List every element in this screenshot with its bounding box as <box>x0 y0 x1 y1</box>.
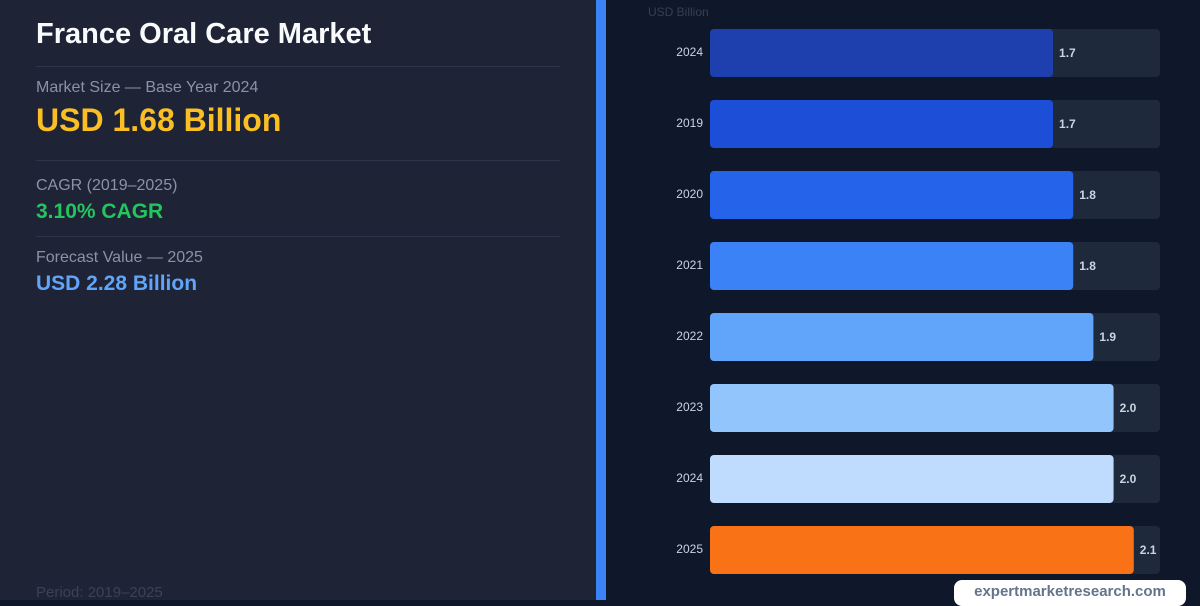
chart: USD Billion 2024 1.7 2019 1.7 2020 1.8 2021 1.8… <box>648 5 1160 574</box>
watermark: expertmarketresearch.com <box>954 580 1186 606</box>
y-tick-label: 2020 <box>676 187 703 201</box>
value-label: 1.9 <box>1099 330 1116 344</box>
value-label: 1.8 <box>1079 188 1096 202</box>
value-label: 1.7 <box>1059 46 1076 60</box>
metric-label: CAGR (2019–2025) <box>36 177 178 194</box>
bar <box>710 242 1074 290</box>
y-tick-label: 2024 <box>676 45 703 59</box>
value-label: 2.1 <box>1140 543 1157 557</box>
bar <box>710 313 1094 361</box>
separator <box>36 236 560 237</box>
metric-label: Market Size — Base Year 2024 <box>36 79 259 96</box>
bar <box>710 29 1054 77</box>
info-panel: France Oral Care Market Market Size — Ba… <box>0 0 596 601</box>
value-label: 2.0 <box>1120 472 1137 486</box>
y-tick-label: 2021 <box>676 258 703 272</box>
bar <box>710 171 1074 219</box>
unit-label: USD Billion <box>648 5 709 19</box>
metric-value: 3.10% CAGR <box>36 200 164 223</box>
value-label: 1.7 <box>1059 117 1076 131</box>
value-label: 2.0 <box>1120 401 1137 415</box>
bar <box>710 455 1114 503</box>
y-tick-label: 2022 <box>676 329 703 343</box>
metric-label: Forecast Value — 2025 <box>36 249 203 266</box>
y-tick-label: 2024 <box>676 471 703 485</box>
footer: Period: 2019–2025 <box>36 584 163 601</box>
bar <box>710 100 1054 148</box>
panel-title: France Oral Care Market <box>36 18 372 50</box>
separator <box>36 66 560 67</box>
y-tick-label: 2025 <box>676 542 703 556</box>
accent-stripe <box>596 0 606 600</box>
metric-value: USD 2.28 Billion <box>36 272 198 295</box>
y-tick-label: 2019 <box>676 116 703 130</box>
y-tick-label: 2023 <box>676 400 703 414</box>
separator <box>36 160 560 161</box>
value-label: 1.8 <box>1079 259 1096 273</box>
bar <box>710 526 1134 574</box>
metric-value: USD 1.68 Billion <box>36 102 282 138</box>
bar <box>710 384 1114 432</box>
